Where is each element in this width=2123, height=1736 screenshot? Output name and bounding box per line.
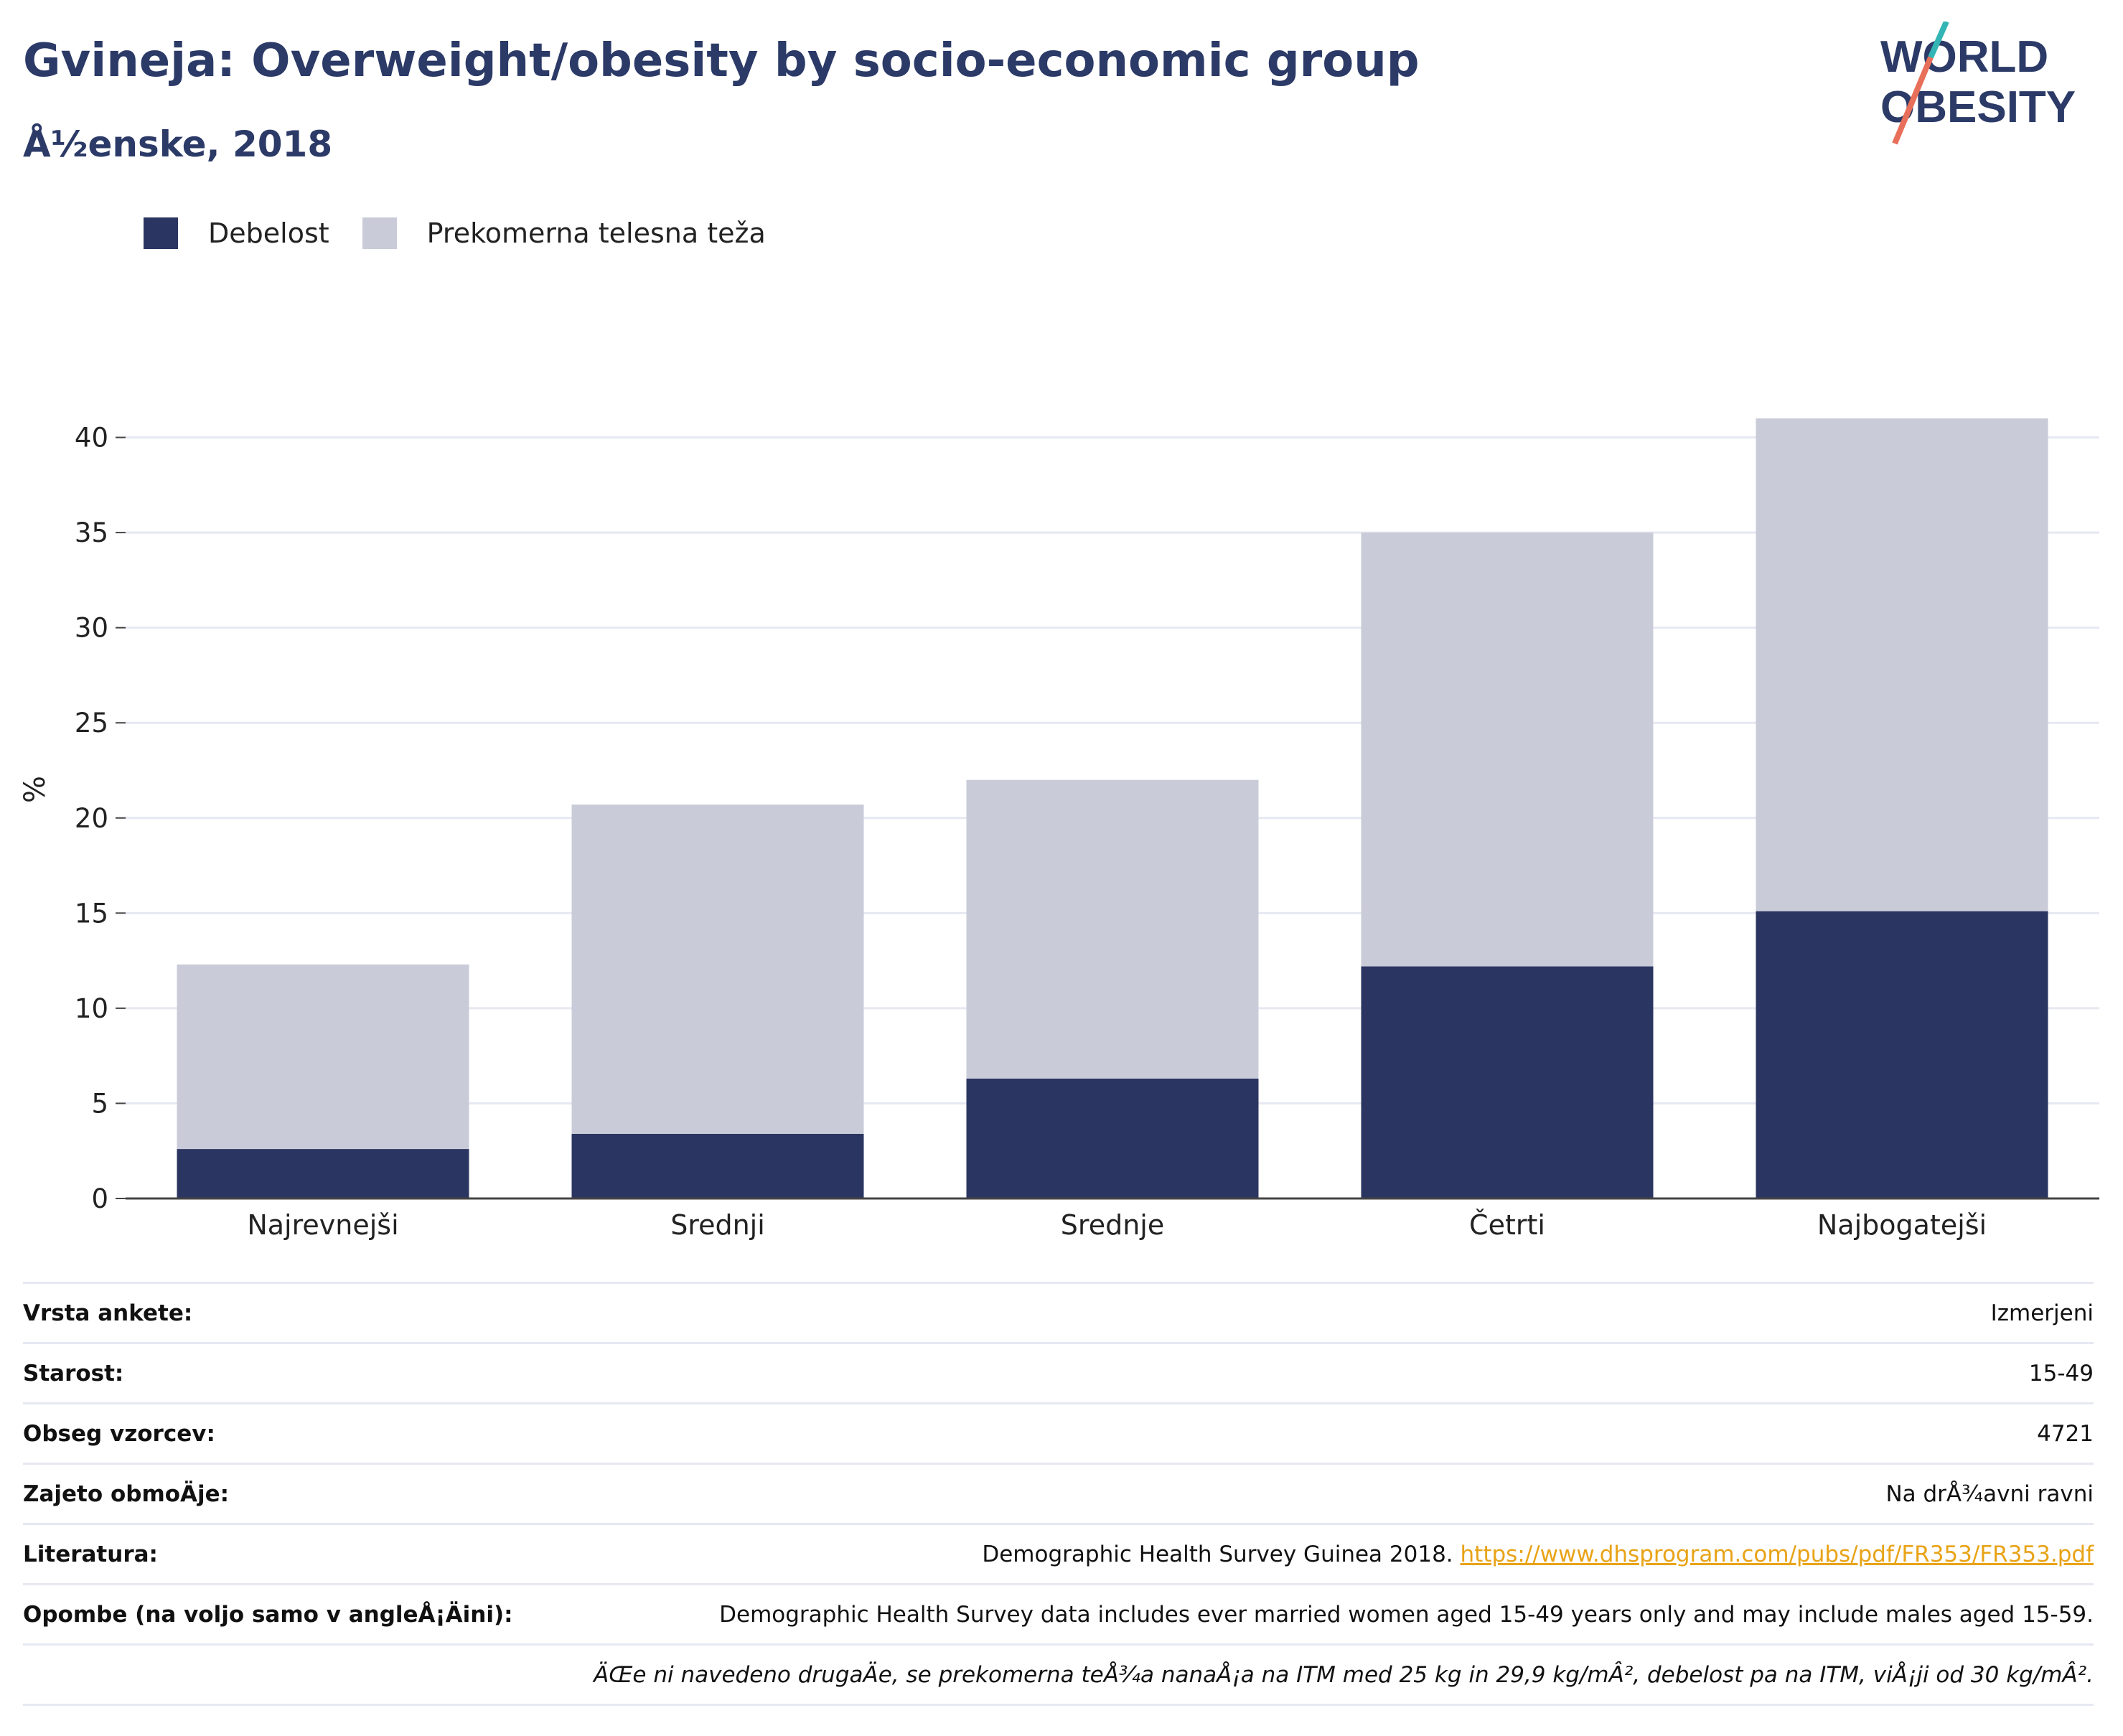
meta-value: Demographic Health Survey Guinea 2018. h… bbox=[982, 1542, 2094, 1567]
meta-row-footnote: ÄŒe ni navedeno drugaÄe, se prekomerna t… bbox=[23, 1643, 2094, 1706]
x-tick-label: Najbogatejši bbox=[1817, 1209, 1987, 1241]
legend-item-overweight[interactable]: Prekomerna telesna teža bbox=[362, 217, 766, 249]
logo-slash-coral bbox=[1892, 56, 1934, 145]
y-tick-label: 30 bbox=[75, 613, 108, 644]
x-tick-label: Srednje bbox=[1061, 1209, 1164, 1241]
y-tick-label: 10 bbox=[75, 993, 108, 1024]
x-tick-label: Četrti bbox=[1469, 1209, 1545, 1241]
bar-obesity bbox=[571, 1133, 864, 1198]
meta-row-reference: Literatura: Demographic Health Survey Gu… bbox=[23, 1523, 2094, 1583]
bar-obesity bbox=[177, 1149, 469, 1198]
bar-obesity bbox=[966, 1078, 1259, 1198]
x-tick-label: Srednji bbox=[670, 1209, 765, 1241]
y-tick-label: 35 bbox=[75, 517, 108, 548]
meta-row-survey-type: Vrsta ankete: Izmerjeni bbox=[23, 1282, 2094, 1342]
y-axis-label: % bbox=[19, 776, 52, 803]
y-tick-label: 20 bbox=[75, 803, 108, 834]
y-tick-label: 40 bbox=[75, 423, 108, 454]
meta-label: Vrsta ankete: bbox=[23, 1300, 193, 1326]
meta-label: Literatura: bbox=[23, 1541, 158, 1567]
y-tick-label: 25 bbox=[75, 708, 108, 738]
page-title: Gvineja: Overweight/obesity by socio-eco… bbox=[23, 34, 1420, 88]
logo-slash-teal bbox=[1928, 22, 1949, 59]
world-obesity-logo: WORLD OBESITY bbox=[1880, 22, 2076, 145]
meta-label: Obseg vzorcev: bbox=[23, 1420, 215, 1447]
x-tick-label: Najrevnejši bbox=[247, 1209, 398, 1241]
bar-overweight bbox=[966, 779, 1259, 1079]
meta-value: Demographic Health Survey data includes … bbox=[719, 1601, 2094, 1628]
reference-link[interactable]: https://www.dhsprogram.com/pubs/pdf/FR35… bbox=[1460, 1541, 2094, 1567]
bar-overweight bbox=[1361, 532, 1654, 967]
y-tick-label: 0 bbox=[91, 1183, 108, 1214]
bar-obesity bbox=[1361, 966, 1654, 1198]
meta-row-area-covered: Zajeto obmoÄje: Na drÅ¾avni ravni bbox=[23, 1463, 2094, 1523]
meta-label: Starost: bbox=[23, 1360, 124, 1387]
meta-value: Izmerjeni bbox=[1990, 1300, 2094, 1326]
legend-label-obesity: Debelost bbox=[208, 217, 329, 249]
y-tick-label: 5 bbox=[91, 1088, 108, 1119]
logo-text-world: WORLD bbox=[1880, 32, 2048, 82]
legend-label-overweight: Prekomerna telesna teža bbox=[426, 217, 766, 249]
footnote: ÄŒe ni navedeno drugaÄe, se prekomerna t… bbox=[594, 1661, 2094, 1688]
chart-legend: Debelost Prekomerna telesna teža bbox=[144, 215, 799, 251]
meta-row-sample-size: Obseg vzorcev: 4721 bbox=[23, 1402, 2094, 1463]
bar-overweight bbox=[571, 804, 864, 1134]
meta-value: 4721 bbox=[2037, 1420, 2094, 1447]
reference-text: Demographic Health Survey Guinea 2018. bbox=[982, 1541, 1453, 1567]
survey-metadata-table: Vrsta ankete: Izmerjeni Starost: 15-49 O… bbox=[23, 1282, 2094, 1706]
meta-row-notes: Opombe (na voljo samo v angleÅ¡Äini): De… bbox=[23, 1583, 2094, 1643]
meta-label: Zajeto obmoÄje: bbox=[23, 1481, 230, 1507]
page-subtitle: Å½enske, 2018 bbox=[23, 123, 333, 165]
bar-obesity bbox=[1756, 911, 2048, 1198]
meta-row-age: Starost: 15-49 bbox=[23, 1342, 2094, 1402]
legend-item-obesity[interactable]: Debelost bbox=[144, 217, 329, 249]
bar-overweight bbox=[177, 964, 469, 1150]
bar-chart: 0 5 10 15 20 25 30 35 40% Najrevnejši Srednji Sredn… bbox=[19, 418, 2099, 1241]
meta-label: Opombe (na voljo samo v angleÅ¡Äini): bbox=[23, 1601, 513, 1628]
meta-value: Na drÅ¾avni ravni bbox=[1885, 1481, 2094, 1507]
legend-swatch-overweight bbox=[362, 217, 397, 249]
legend-swatch-obesity bbox=[144, 217, 178, 249]
y-tick-label: 15 bbox=[75, 898, 108, 929]
bar-overweight bbox=[1756, 418, 2048, 911]
meta-value: 15-49 bbox=[2028, 1360, 2094, 1387]
